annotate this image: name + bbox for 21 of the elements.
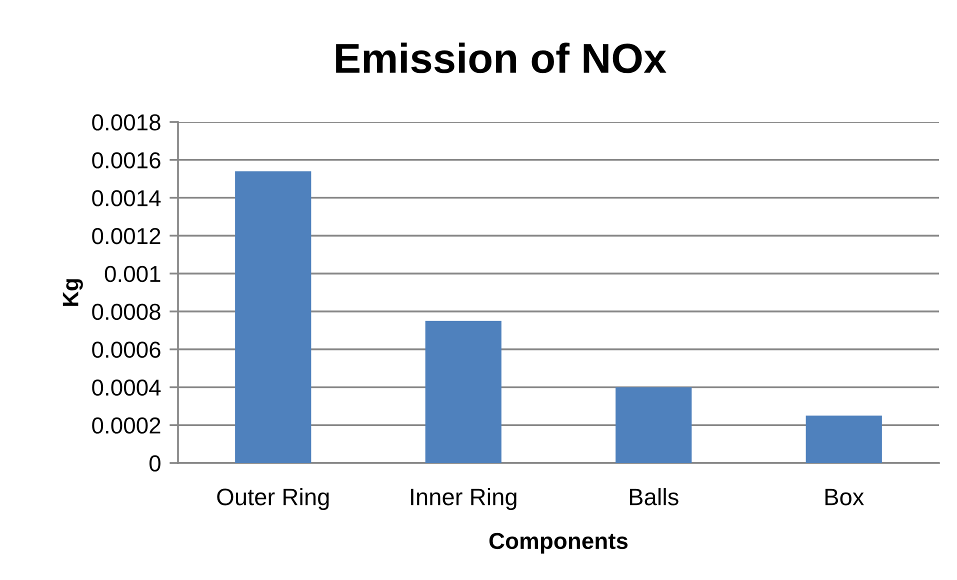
bar [235, 171, 312, 463]
bar [425, 320, 502, 463]
y-tick-label: 0.0012 [92, 228, 160, 244]
y-tick-label: 0.0004 [92, 380, 161, 396]
x-tick-label: Outer Ring [217, 488, 329, 510]
x-tick-label: Balls [630, 488, 678, 506]
x-tick-label: Inner Ring [411, 488, 516, 510]
y-tick-label: 0.0016 [92, 152, 160, 168]
y-tick-label: 0.001 [104, 266, 160, 282]
chart-title: Emission of NOx [336, 42, 666, 74]
y-tick-label: 0.0018 [92, 114, 160, 131]
y-tick-label: 0.0008 [92, 304, 160, 320]
y-tick-label: 0.0006 [92, 342, 160, 358]
x-axis-title: Components [489, 532, 628, 554]
x-tick-label: Box [825, 488, 864, 506]
bar [806, 416, 882, 463]
bar [616, 387, 692, 463]
y-tick-label: 0.0014 [92, 190, 161, 206]
y-tick-label: 0.0002 [92, 417, 160, 434]
y-tick-label: 0 [149, 455, 160, 472]
y-axis-title: Kg [62, 279, 83, 306]
